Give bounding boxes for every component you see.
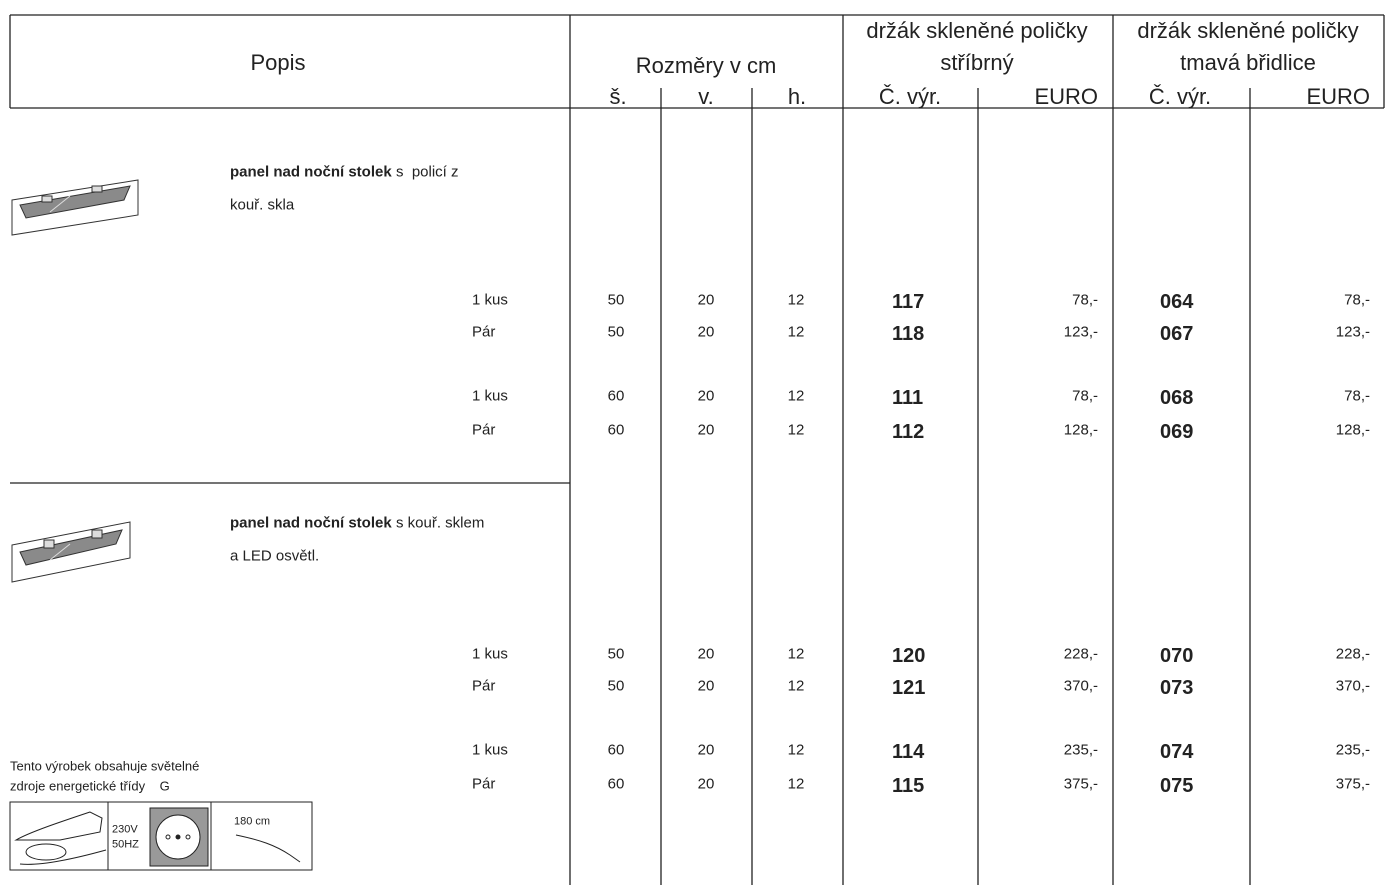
depth: 12: [787, 291, 805, 309]
code-header: Č. výr.: [1148, 84, 1212, 109]
quantity: Pár: [472, 677, 496, 695]
header-popis: Popis: [250, 50, 306, 75]
article-code: 117: [892, 291, 925, 313]
article-code: 112: [892, 421, 925, 443]
article-code: 069: [1160, 421, 1194, 443]
footnote: zdroje energetické třídy G: [10, 778, 170, 794]
height: 20: [697, 291, 715, 309]
price: 228,-: [1063, 645, 1098, 663]
icon-label: 50HZ: [112, 838, 139, 851]
footnote: Tento výrobek obsahuje světelné: [10, 758, 200, 774]
price: 370,-: [1335, 677, 1370, 695]
product-desc: kouř. skla: [230, 196, 295, 214]
article-code: 118: [892, 323, 925, 345]
width: 60: [607, 421, 625, 439]
code-header: Č. výr.: [878, 84, 942, 109]
depth: 12: [787, 387, 805, 405]
width: 50: [607, 677, 625, 695]
width: 60: [607, 741, 625, 759]
group-subtitle: stříbrný: [940, 50, 1014, 75]
depth: 12: [787, 645, 805, 663]
quantity: Pár: [472, 421, 496, 439]
price: 375,-: [1063, 775, 1098, 793]
quantity: 1 kus: [472, 741, 508, 759]
price: 78,-: [1072, 291, 1098, 309]
price-header: EURO: [1306, 84, 1370, 109]
price: 375,-: [1335, 775, 1370, 793]
article-code: 120: [892, 645, 926, 667]
height: 20: [697, 741, 715, 759]
article-code: 114: [892, 741, 925, 763]
product-image-1: [11, 179, 139, 236]
height: 20: [697, 645, 715, 663]
article-code: 115: [892, 775, 925, 797]
article-code: 073: [1160, 677, 1194, 699]
width: 50: [607, 323, 625, 341]
price: 78,-: [1344, 387, 1370, 405]
quantity: 1 kus: [472, 291, 508, 309]
header-rozmery: Rozměry v cm: [635, 53, 777, 78]
product-desc: s kouř. sklem: [396, 514, 485, 532]
quantity: 1 kus: [472, 387, 508, 405]
product-desc: s policí z: [396, 163, 459, 181]
header-dim: š.: [609, 84, 627, 109]
price: 235,-: [1063, 741, 1098, 759]
price: 235,-: [1335, 741, 1370, 759]
article-code: 111: [892, 387, 924, 409]
icon-label: 230V: [112, 823, 138, 836]
price: 128,-: [1335, 421, 1370, 439]
article-code: 070: [1160, 645, 1194, 667]
power-icon: [9, 801, 313, 871]
group-subtitle: tmavá břidlice: [1180, 50, 1316, 75]
price: 123,-: [1063, 323, 1098, 341]
header-dim: v.: [698, 84, 714, 109]
price: 370,-: [1063, 677, 1098, 695]
product-desc: a LED osvětl.: [230, 547, 320, 565]
product-name: panel nad noční stolek: [230, 163, 392, 181]
article-code: 068: [1160, 387, 1194, 409]
article-code: 067: [1160, 323, 1194, 345]
height: 20: [697, 677, 715, 695]
article-code: 121: [892, 677, 926, 699]
quantity: Pár: [472, 775, 496, 793]
price-header: EURO: [1034, 84, 1098, 109]
article-code: 075: [1160, 775, 1194, 797]
width: 50: [607, 645, 625, 663]
height: 20: [697, 775, 715, 793]
price: 228,-: [1335, 645, 1370, 663]
product-name: panel nad noční stolek: [230, 514, 392, 532]
width: 60: [607, 775, 625, 793]
header-dim: h.: [787, 84, 807, 109]
product-image-2: [11, 521, 131, 583]
quantity: 1 kus: [472, 645, 508, 663]
group-title: držák skleněné poličky: [1137, 18, 1359, 43]
depth: 12: [787, 775, 805, 793]
depth: 12: [787, 323, 805, 341]
price: 78,-: [1072, 387, 1098, 405]
height: 20: [697, 421, 715, 439]
depth: 12: [787, 677, 805, 695]
group-title: držák skleněné poličky: [866, 18, 1088, 43]
price: 128,-: [1063, 421, 1098, 439]
depth: 12: [787, 741, 805, 759]
height: 20: [697, 387, 715, 405]
price: 123,-: [1335, 323, 1370, 341]
quantity: Pár: [472, 323, 496, 341]
article-code: 064: [1160, 291, 1194, 313]
width: 60: [607, 387, 625, 405]
width: 50: [607, 291, 625, 309]
icon-label: 180 cm: [234, 815, 271, 828]
depth: 12: [787, 421, 805, 439]
height: 20: [697, 323, 715, 341]
article-code: 074: [1160, 741, 1194, 763]
price: 78,-: [1344, 291, 1370, 309]
